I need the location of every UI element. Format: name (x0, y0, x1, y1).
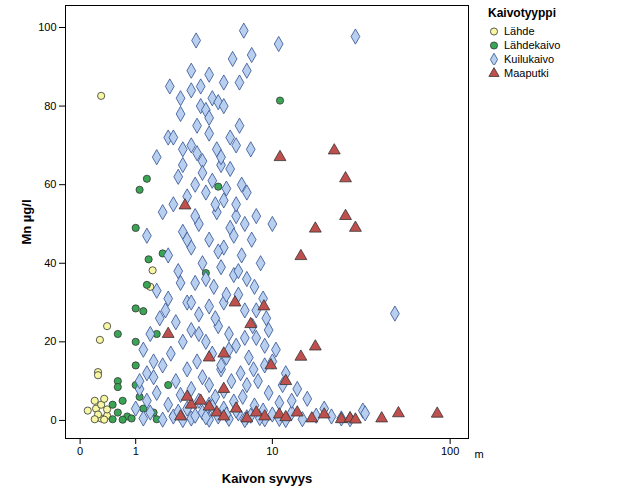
svg-text:100: 100 (38, 21, 56, 33)
svg-text:100: 100 (441, 445, 459, 457)
svg-text:m: m (475, 448, 484, 460)
svg-text:80: 80 (44, 100, 56, 112)
svg-text:Mn µg/l: Mn µg/l (19, 199, 34, 244)
html-text:Maaputki: Maaputki (504, 67, 549, 79)
html-text:Kaivotyyppi: Kaivotyyppi (488, 6, 556, 20)
html-text:Lähde: Lähde (504, 25, 535, 37)
svg-text:Kaivon syvyys: Kaivon syvyys (222, 471, 312, 486)
svg-text:60: 60 (44, 178, 56, 190)
svg-text:10: 10 (266, 445, 278, 457)
html-text:Kuilukaivo: Kuilukaivo (504, 53, 555, 65)
svg-text:0: 0 (50, 414, 56, 426)
svg-text:0: 0 (77, 445, 83, 457)
svg-text:20: 20 (44, 335, 56, 347)
html-text:Lähdekaivo: Lähdekaivo (504, 39, 561, 51)
svg-text:1: 1 (133, 445, 139, 457)
svg-text:40: 40 (44, 257, 56, 269)
